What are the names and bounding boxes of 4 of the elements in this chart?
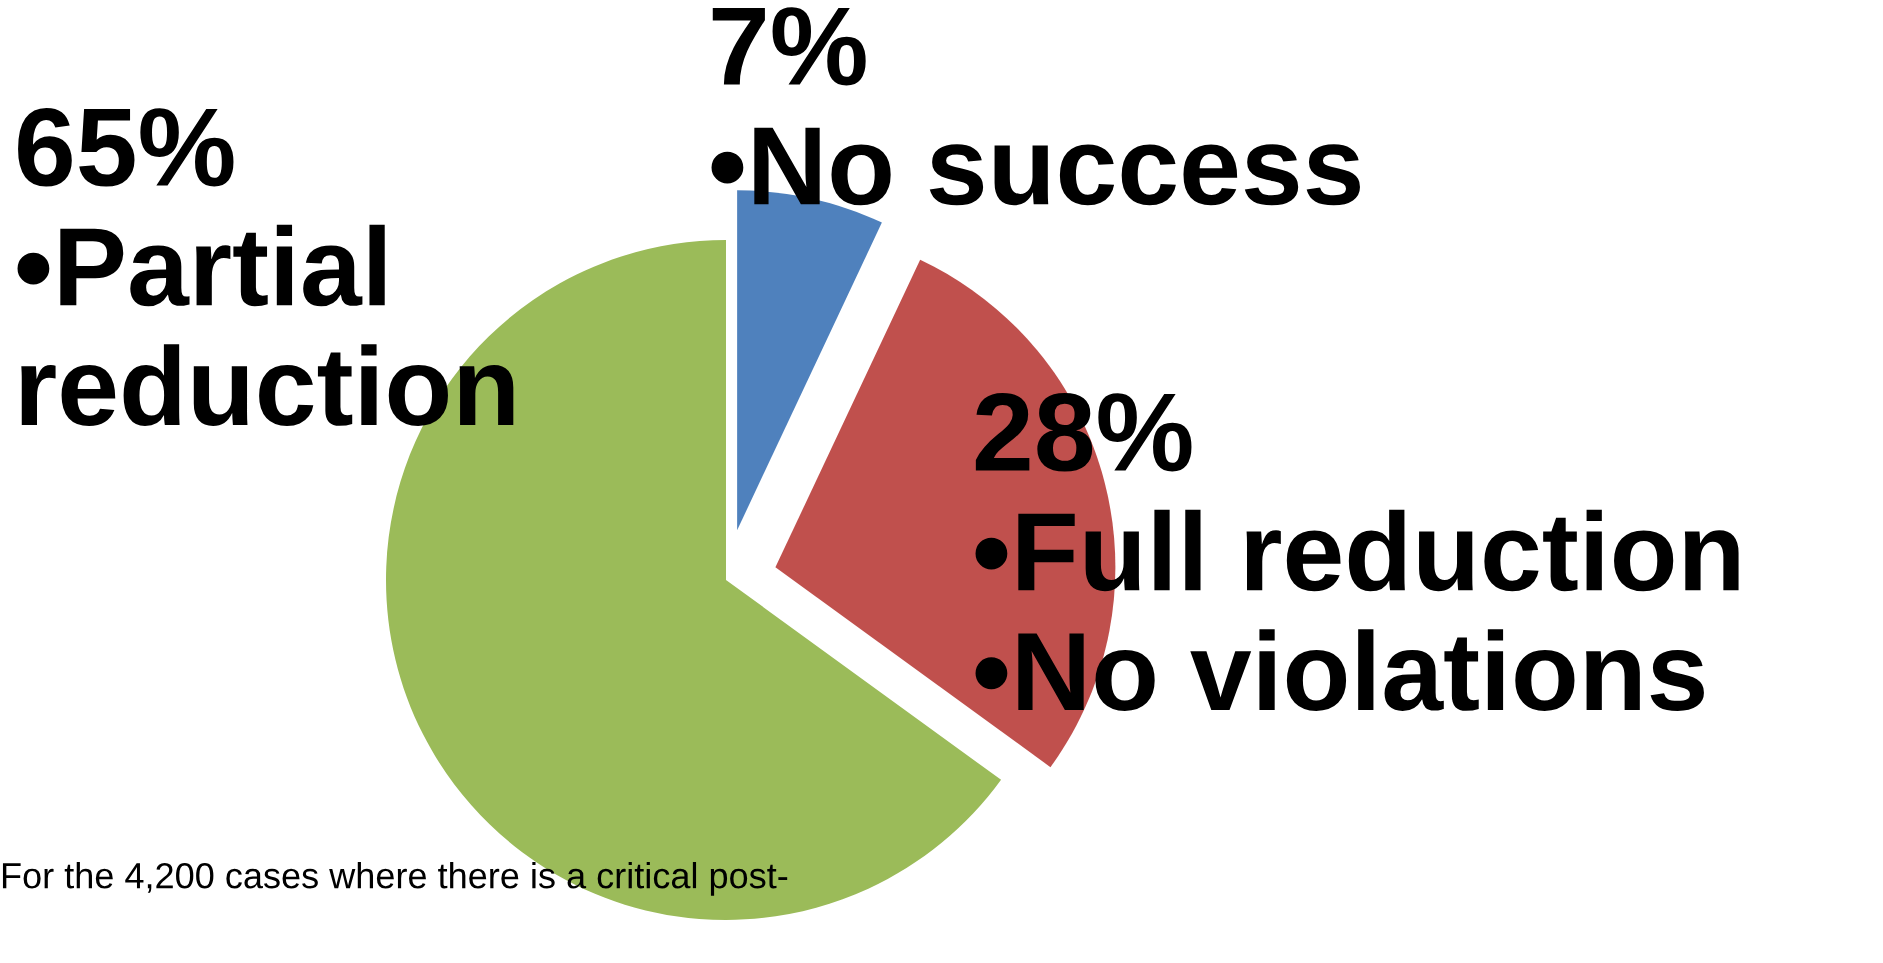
slice-label: •No success — [711, 127, 1360, 206]
data-label: 65% — [18, 107, 234, 187]
data-label: 7% — [712, 7, 866, 86]
text: For the 4,200 cases where there is a critical post- — [2, 862, 788, 896]
